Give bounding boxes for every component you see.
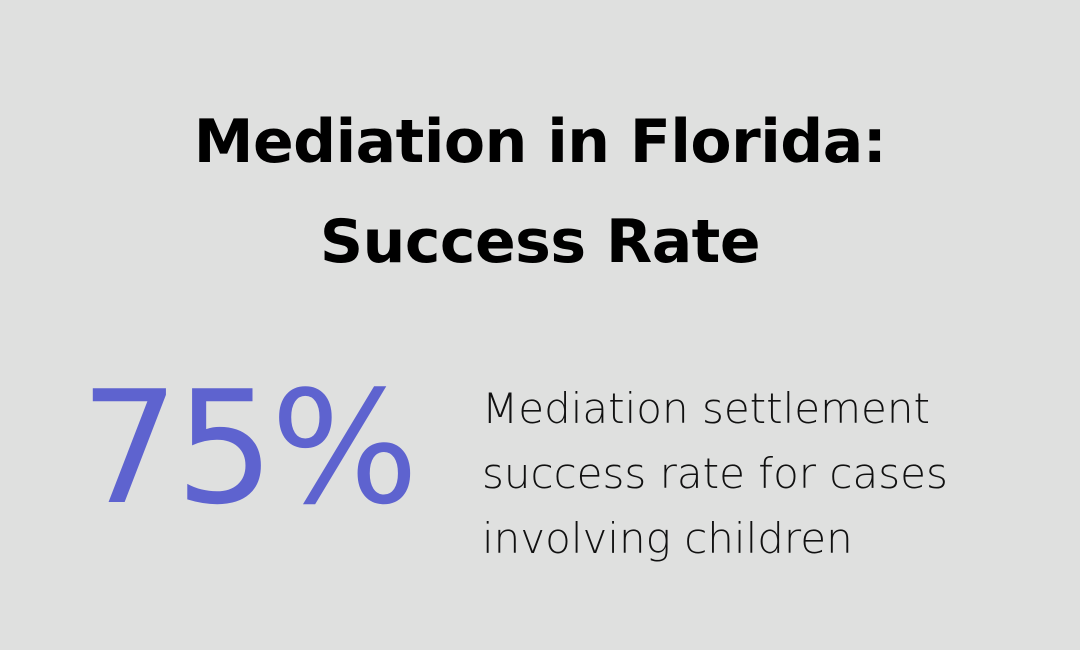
stat-description: Mediation settlement success rate for ca… bbox=[482, 376, 1042, 571]
title-line-1: Mediation in Florida: bbox=[193, 107, 887, 177]
description-line-2: success rate for cases bbox=[482, 449, 948, 498]
description-line-3: involving children bbox=[482, 514, 853, 563]
page-title: Mediation in Florida: Success Rate bbox=[0, 92, 1080, 292]
description-line-1: Mediation settlement bbox=[482, 384, 930, 433]
stat-value: 75% bbox=[80, 357, 419, 539]
title-line-2: Success Rate bbox=[319, 207, 761, 277]
